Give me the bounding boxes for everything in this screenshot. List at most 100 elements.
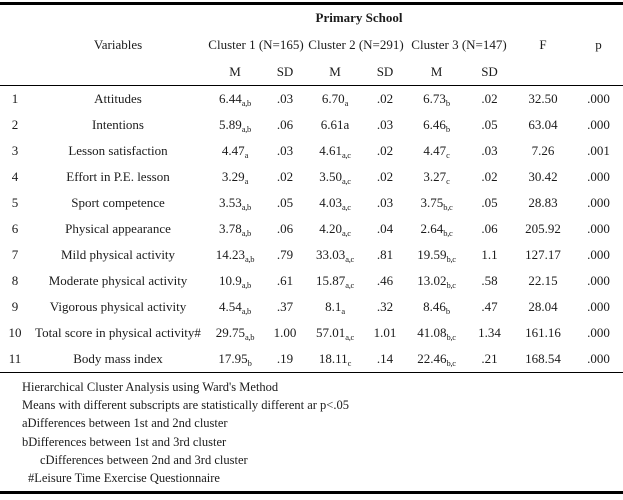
cluster1-sd-cell: .61: [276, 273, 294, 288]
cluster3-mean-cell: 3.27c: [406, 164, 467, 190]
mean-value: 6.46: [423, 117, 446, 132]
f-value-cell: 28.04: [528, 299, 558, 314]
mean-subscript: a: [244, 176, 249, 186]
mean-subscript: a,c: [345, 280, 355, 290]
mean-value: 15.87: [315, 273, 346, 288]
mean-subscript: a,b: [241, 280, 252, 290]
cluster1-sd-cell: .02: [276, 169, 294, 184]
cluster2-mean-cell: 4.03a,c: [306, 190, 364, 216]
variable-cell: Body mass index: [73, 351, 163, 366]
variable-cell: Total score in physical activity#: [35, 325, 201, 340]
cluster2-sd-cell: .81: [376, 247, 394, 262]
spacer-cell: [0, 59, 30, 86]
table-row: 5 Sport competence 3.53a,b .05 4.03a,c .…: [0, 190, 623, 216]
cluster2-header: Cluster 2 (N=291): [308, 37, 404, 52]
cluster3-sd-cell: .47: [481, 299, 498, 314]
f-value-cell: 30.42: [528, 169, 558, 184]
cluster2-mean-cell: 57.01a,c: [306, 320, 364, 346]
table-body: 1 Attitudes 6.44a,b .03 6.70a .02 6.73b …: [0, 86, 623, 373]
mean-value: 4.03: [319, 195, 342, 210]
group-title-row: Primary School: [0, 5, 623, 31]
p-value-cell: .000: [587, 325, 610, 340]
row-number-cell: 6: [11, 221, 19, 236]
mean-value: 8.46: [423, 299, 446, 314]
table-row: 3 Lesson satisfaction 4.47a .03 4.61a,c …: [0, 138, 623, 164]
mean-value: 6.44: [219, 91, 242, 106]
cluster3-sd-cell: .02: [481, 169, 498, 184]
cluster3-sd-cell: .05: [481, 117, 498, 132]
mean-value: 57.01: [315, 325, 346, 340]
cluster1-mean-cell: 17.95b: [206, 346, 264, 373]
spacer-cell: [0, 31, 30, 59]
mean-value: 6.61a: [320, 117, 350, 132]
table-row: 7 Mild physical activity 14.23a,b .79 33…: [0, 242, 623, 268]
table-row: 11 Body mass index 17.95b .19 18.11c .14…: [0, 346, 623, 373]
row-number-cell: 9: [11, 299, 19, 314]
cluster1-mean-cell: 4.47a: [206, 138, 264, 164]
mean-value: 17.95: [218, 351, 248, 366]
variable-cell: Attitudes: [94, 91, 142, 106]
msd-header-row: M SD M SD M SD: [0, 59, 623, 86]
mean-value: 14.23: [215, 247, 245, 262]
variable-cell: Physical appearance: [65, 221, 171, 236]
mean-value: 10.9: [219, 273, 242, 288]
table-row: 2 Intentions 5.89a,b .06 6.61a .03 6.46b…: [0, 112, 623, 138]
cluster3-sd-cell: .05: [481, 195, 498, 210]
f-value-cell: 32.50: [528, 91, 558, 106]
f-value-cell: 127.17: [525, 247, 561, 262]
footnote-method: Hierarchical Cluster Analysis using Ward…: [22, 380, 279, 394]
mean-subscript: b,c: [446, 332, 457, 342]
footnote-subscript-b: bDifferences between 1st and 3rd cluster: [22, 434, 227, 449]
mean-subscript: a: [341, 306, 345, 316]
mean-value: 4.20: [319, 221, 342, 236]
footnote-subscript-a: aDifferences between 1st and 2nd cluster: [22, 416, 228, 431]
cluster2-sd-cell: .04: [376, 221, 394, 236]
cluster1-sd-cell: .05: [276, 195, 294, 210]
row-number-cell: 4: [11, 169, 19, 184]
column-header-row: Variables Cluster 1 (N=165) Cluster 2 (N…: [0, 31, 623, 59]
mean-subscript: a: [344, 98, 349, 108]
mean-value: 3.53: [219, 195, 242, 210]
mean-header: M: [329, 64, 341, 79]
p-value-cell: .000: [587, 117, 610, 132]
cluster2-mean-cell: 6.70a: [306, 86, 364, 113]
mean-value: 18.11: [318, 351, 348, 366]
cluster2-sd-cell: .02: [376, 169, 394, 184]
cluster2-sd-cell: .32: [376, 299, 394, 314]
cluster2-sd-cell: .03: [376, 195, 394, 210]
group-title: Primary School: [315, 10, 403, 25]
cluster1-mean-cell: 29.75a,b: [206, 320, 264, 346]
cluster3-sd-cell: .21: [481, 351, 498, 366]
cluster3-mean-cell: 3.75b,c: [406, 190, 467, 216]
statistics-table: Primary School Variables Cluster 1 (N=16…: [0, 5, 623, 373]
cluster1-sd-cell: .06: [276, 221, 294, 236]
cluster1-sd-cell: .37: [276, 299, 294, 314]
mean-value: 3.29: [221, 169, 245, 184]
mean-value: 3.50: [319, 169, 342, 184]
variable-cell: Mild physical activity: [60, 247, 176, 262]
mean-value: 41.08: [417, 325, 447, 340]
variable-cell: Lesson satisfaction: [68, 143, 168, 158]
cluster1-sd-cell: 1.00: [273, 325, 297, 340]
mean-header: M: [229, 64, 241, 79]
sd-header: SD: [276, 64, 294, 79]
mean-subscript: a,b: [241, 98, 252, 108]
table-row: 8 Moderate physical activity 10.9a,b .61…: [0, 268, 623, 294]
mean-subscript: a,c: [341, 228, 351, 238]
mean-subscript: c: [446, 176, 450, 186]
table-row: 10 Total score in physical activity# 29.…: [0, 320, 623, 346]
cluster1-sd-cell: .19: [276, 351, 294, 366]
p-value-cell: .000: [587, 351, 610, 366]
cluster1-mean-cell: 6.44a,b: [206, 86, 264, 113]
cluster2-mean-cell: 8.1a: [306, 294, 364, 320]
cluster3-mean-cell: 2.64b,c: [406, 216, 467, 242]
p-value-cell: .000: [587, 299, 610, 314]
f-value-cell: 205.92: [525, 221, 561, 236]
mean-value: 3.78: [219, 221, 242, 236]
cluster3-header: Cluster 3 (N=147): [411, 37, 507, 52]
variable-cell: Intentions: [92, 117, 144, 132]
spacer-cell: [574, 59, 623, 86]
cluster2-sd-cell: .14: [376, 351, 394, 366]
mean-value: 22.46: [417, 351, 447, 366]
cluster1-header: Cluster 1 (N=165): [208, 37, 304, 52]
